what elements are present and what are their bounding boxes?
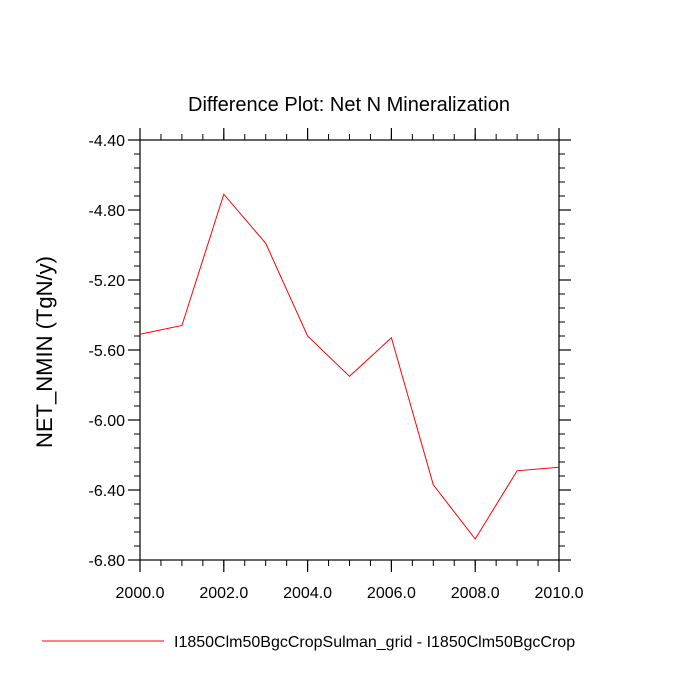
plot-frame (139, 139, 560, 561)
y-tick-label: -6.80 (89, 553, 126, 570)
x-tick-label: 2002.0 (199, 585, 248, 602)
series-line (139, 193, 560, 540)
y-tick-label: -4.80 (89, 203, 126, 220)
legend: I1850Clm50BgcCropSulman_grid - I1850Clm5… (42, 634, 575, 651)
x-axis-ticks: 2000.0 2002.0 2004.0 2006.0 2008.0 2010.0 (116, 128, 584, 602)
y-axis-label: NET_NMIN (TgN/y) (32, 256, 57, 448)
y-axis-ticks: -4.40 -4.80 -5.20 -5.60 -6.00 -6.40 -6.80 (89, 133, 571, 570)
series-layer (139, 193, 560, 540)
legend-label: I1850Clm50BgcCropSulman_grid - I1850Clm5… (174, 634, 575, 651)
y-tick-label: -5.60 (89, 343, 126, 360)
y-tick-label: -6.40 (89, 483, 126, 500)
x-tick-label: 2004.0 (283, 585, 332, 602)
y-tick-label: -5.20 (89, 273, 126, 290)
x-tick-label: 2010.0 (535, 585, 584, 602)
chart-title: Difference Plot: Net N Mineralization (188, 94, 510, 116)
y-tick-label: -6.00 (89, 413, 126, 430)
y-tick-label: -4.40 (89, 133, 126, 150)
x-tick-label: 2008.0 (451, 585, 500, 602)
x-tick-label: 2000.0 (116, 585, 165, 602)
x-tick-label: 2006.0 (367, 585, 416, 602)
